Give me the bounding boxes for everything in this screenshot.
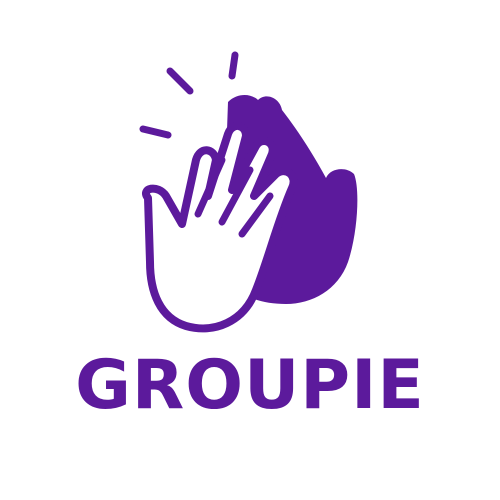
high-five-icon	[139, 51, 358, 333]
impact-lines-icon	[139, 51, 239, 139]
front-hand-shape	[142, 122, 298, 333]
brand-wordmark: GROUPIE	[75, 346, 425, 425]
